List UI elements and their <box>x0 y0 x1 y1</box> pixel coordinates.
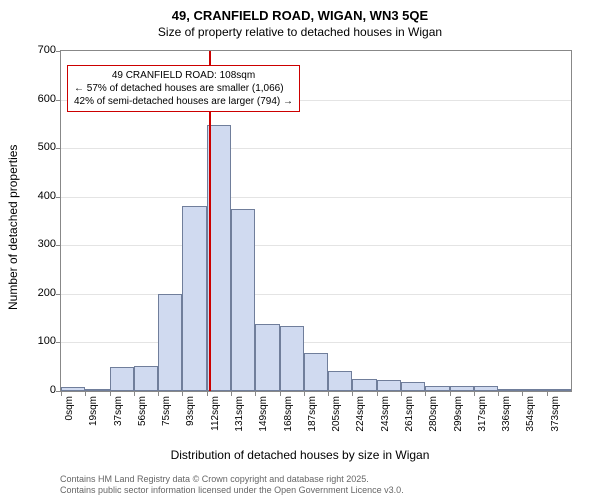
bar <box>110 367 134 391</box>
y-tick-label: 100 <box>16 335 56 347</box>
x-tick <box>110 391 111 396</box>
chart-container: 49, CRANFIELD ROAD, WIGAN, WN3 5QE Size … <box>0 0 600 500</box>
x-tick <box>377 391 378 396</box>
bar <box>425 386 449 391</box>
x-tick <box>474 391 475 396</box>
y-tick <box>56 294 61 295</box>
grid-line <box>61 342 571 343</box>
x-tick <box>450 391 451 396</box>
x-tick <box>158 391 159 396</box>
x-tick-label: 149sqm <box>258 396 269 432</box>
bar <box>547 389 571 391</box>
annotation-line-2: ← 57% of detached houses are smaller (1,… <box>74 82 293 95</box>
bar <box>328 371 352 391</box>
x-tick-label: 0sqm <box>64 396 75 420</box>
grid-line <box>61 245 571 246</box>
bar <box>158 294 182 391</box>
x-tick-label: 75sqm <box>161 396 172 426</box>
y-tick <box>56 245 61 246</box>
x-tick <box>134 391 135 396</box>
y-tick <box>56 342 61 343</box>
bar <box>182 206 206 391</box>
credits-line-2: Contains public sector information licen… <box>60 485 404 496</box>
x-tick <box>255 391 256 396</box>
x-tick <box>207 391 208 396</box>
y-tick <box>56 100 61 101</box>
bar <box>85 389 109 391</box>
bar <box>134 366 158 391</box>
y-tick-label: 700 <box>16 44 56 56</box>
x-tick <box>61 391 62 396</box>
bar <box>61 387 85 391</box>
y-tick-label: 0 <box>16 384 56 396</box>
x-tick-label: 93sqm <box>185 396 196 426</box>
x-tick-label: 37sqm <box>113 396 124 426</box>
bar <box>498 389 522 391</box>
x-tick <box>352 391 353 396</box>
x-tick-label: 354sqm <box>525 396 536 432</box>
x-tick-label: 280sqm <box>428 396 439 432</box>
bar <box>474 386 498 391</box>
y-tick <box>56 51 61 52</box>
chart-title: 49, CRANFIELD ROAD, WIGAN, WN3 5QE <box>0 0 600 23</box>
credits: Contains HM Land Registry data © Crown c… <box>60 474 404 497</box>
x-tick-label: 373sqm <box>550 396 561 432</box>
bar <box>522 389 546 391</box>
bar <box>401 382 425 391</box>
x-tick <box>304 391 305 396</box>
x-tick-label: 112sqm <box>210 396 221 431</box>
x-tick-label: 299sqm <box>453 396 464 432</box>
bar <box>231 209 255 391</box>
bar <box>304 353 328 391</box>
x-tick <box>425 391 426 396</box>
y-tick-label: 600 <box>16 93 56 105</box>
y-tick-label: 400 <box>16 190 56 202</box>
y-tick <box>56 197 61 198</box>
bar <box>255 324 279 391</box>
y-tick-label: 500 <box>16 141 56 153</box>
annotation-line-1: 49 CRANFIELD ROAD: 108sqm <box>74 69 293 82</box>
x-tick-label: 205sqm <box>331 396 342 432</box>
x-axis-label: Distribution of detached houses by size … <box>0 448 600 462</box>
y-tick-label: 200 <box>16 287 56 299</box>
y-tick <box>56 148 61 149</box>
x-tick <box>401 391 402 396</box>
bar <box>377 380 401 391</box>
x-tick-label: 168sqm <box>283 396 294 432</box>
x-tick <box>85 391 86 396</box>
y-axis-label: Number of detached properties <box>6 145 20 310</box>
x-tick <box>522 391 523 396</box>
grid-line <box>61 148 571 149</box>
grid-line <box>61 294 571 295</box>
x-tick-label: 56sqm <box>137 396 148 426</box>
grid-line <box>61 197 571 198</box>
x-tick <box>280 391 281 396</box>
x-tick-label: 336sqm <box>501 396 512 432</box>
x-tick-label: 187sqm <box>307 396 318 432</box>
bar <box>352 379 376 391</box>
x-tick-label: 317sqm <box>477 396 488 432</box>
bar <box>280 326 304 391</box>
bar <box>450 386 474 391</box>
x-tick-label: 243sqm <box>380 396 391 432</box>
credits-line-1: Contains HM Land Registry data © Crown c… <box>60 474 404 485</box>
plot-area: 49 CRANFIELD ROAD: 108sqm← 57% of detach… <box>60 50 572 392</box>
annotation-line-3: 42% of semi-detached houses are larger (… <box>74 95 293 108</box>
x-tick-label: 224sqm <box>355 396 366 432</box>
x-tick-label: 131sqm <box>234 396 245 432</box>
chart-subtitle: Size of property relative to detached ho… <box>0 23 600 39</box>
x-tick-label: 261sqm <box>404 396 415 432</box>
x-tick-label: 19sqm <box>88 396 99 426</box>
y-tick-label: 300 <box>16 238 56 250</box>
x-tick <box>328 391 329 396</box>
x-tick <box>498 391 499 396</box>
x-tick <box>231 391 232 396</box>
annotation-box: 49 CRANFIELD ROAD: 108sqm← 57% of detach… <box>67 65 300 112</box>
x-tick <box>547 391 548 396</box>
x-tick <box>182 391 183 396</box>
